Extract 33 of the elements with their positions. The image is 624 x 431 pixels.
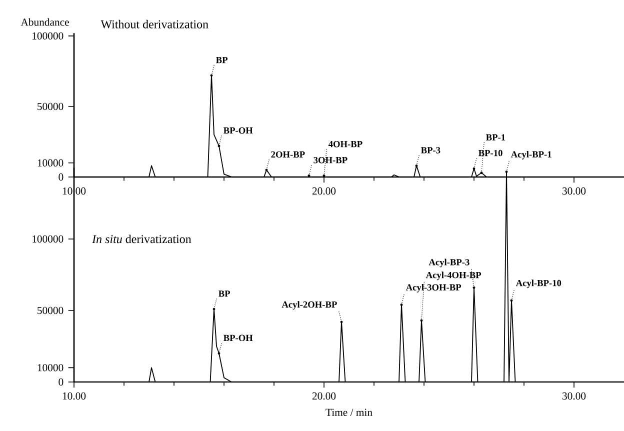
y-tick-label: 10000: [38, 159, 64, 166]
x-axis-title: Time / min: [326, 408, 372, 416]
y-tick-label: 0: [58, 173, 64, 181]
annotation: Acyl-BP-3: [428, 258, 470, 268]
annotation: BP-1: [486, 134, 506, 140]
x-tick-label: 30.00: [562, 392, 586, 400]
annotation: Acyl-2OH-BP: [282, 301, 337, 310]
y-tick-label: 100000: [32, 235, 64, 243]
x-tick-label: 20.00: [312, 392, 336, 400]
annotation: Acyl-BP-1: [510, 150, 552, 160]
annotation: 4OH-BP: [328, 140, 362, 148]
annotation: BP: [218, 290, 230, 297]
chart-title: Without derivatization: [100, 20, 208, 28]
y-tick-label: 10000: [38, 364, 64, 372]
y-tick-label: 50000: [38, 306, 64, 314]
annotation: Acyl-3OH-BP: [406, 284, 462, 292]
annotation: BP-10: [478, 150, 502, 156]
annotation: Acyl-4OH-BP: [426, 272, 482, 280]
x-tick-label: 20.00: [312, 187, 336, 195]
annotation: BP-OH: [223, 334, 253, 342]
y-tick-label: 50000: [38, 102, 64, 110]
annotation: Acyl-BP-10: [516, 280, 562, 288]
annotation: BP-OH: [223, 127, 253, 134]
x-tick-label: 30.00: [562, 187, 586, 195]
y-tick-label: 100000: [32, 32, 64, 40]
x-tick-label: 10.00: [62, 392, 86, 400]
text: In situ derivatization: [92, 234, 192, 244]
annotation: 2OH-BP: [271, 151, 305, 158]
y-tick-label: 0: [58, 378, 64, 386]
annotation: 3OH-BP: [314, 156, 348, 164]
annotation: BP: [216, 56, 228, 64]
annotation: BP-3: [420, 147, 440, 154]
y-axis-title: Abundance: [20, 18, 69, 26]
